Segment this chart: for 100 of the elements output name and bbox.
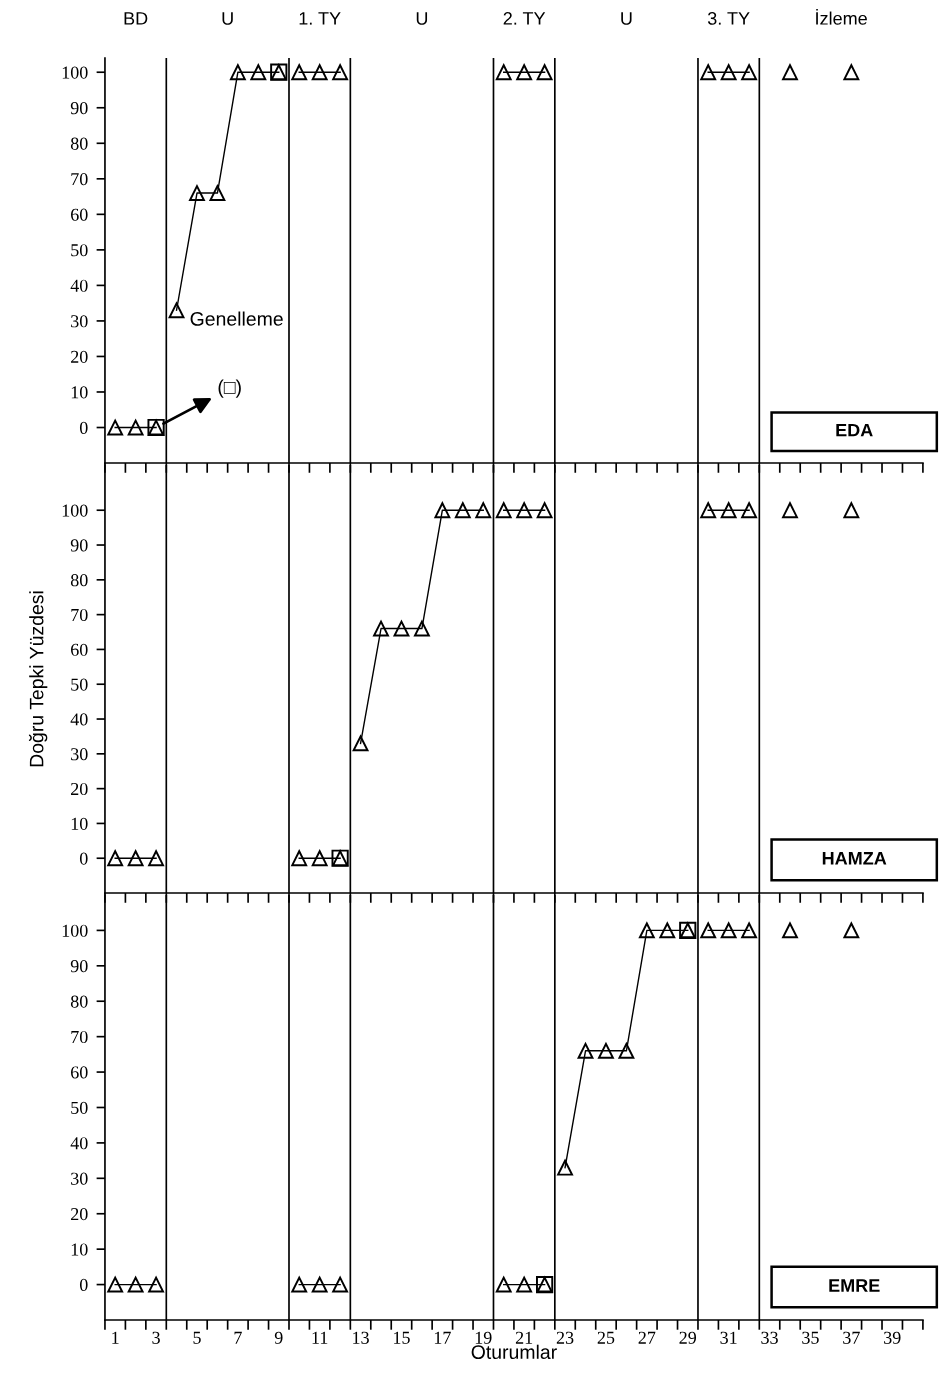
point <box>291 64 308 81</box>
y-tick-label: 10 <box>71 817 88 830</box>
x-tick-label: 3 <box>152 1331 160 1344</box>
x-tick-label: 31 <box>720 1331 737 1344</box>
point <box>168 302 185 319</box>
point <box>434 502 451 519</box>
point <box>332 64 349 81</box>
y-tick-label: 30 <box>71 315 88 328</box>
point <box>741 502 758 519</box>
x-tick-label: 37 <box>843 1331 860 1344</box>
point <box>209 185 226 201</box>
point <box>393 620 410 637</box>
point <box>536 64 553 81</box>
y-tick-label: 0 <box>79 852 88 865</box>
y-tick-label: 70 <box>71 1030 88 1044</box>
x-tick-label: 27 <box>638 1331 656 1344</box>
point <box>720 502 737 519</box>
x-axis-title: Oturumlar <box>471 1344 557 1359</box>
text: U <box>222 12 233 25</box>
point <box>516 1276 533 1293</box>
point <box>291 1276 308 1293</box>
y-tick-label: 90 <box>70 102 88 115</box>
x-tick-label: 15 <box>394 1331 410 1344</box>
point <box>536 502 553 519</box>
point <box>577 1042 594 1059</box>
point <box>659 922 676 939</box>
y-tick-label: 70 <box>71 608 88 622</box>
point <box>843 64 860 81</box>
y-tick-label: 50 <box>71 1101 88 1114</box>
y-tick-label: 100 <box>62 66 88 79</box>
y-tick-label: 20 <box>71 782 88 796</box>
point <box>700 64 717 81</box>
point <box>598 1042 614 1059</box>
x-tick-label: 35 <box>802 1331 819 1344</box>
y-tick-label: 50 <box>71 244 88 257</box>
x-tick-label: 7 <box>234 1331 242 1344</box>
text: EMRE <box>829 1279 880 1292</box>
text: HAMZA <box>822 852 887 865</box>
text: U <box>416 12 428 25</box>
text: EDA <box>836 423 873 437</box>
point <box>782 502 798 519</box>
y-tick-label: 20 <box>71 350 88 363</box>
y-tick-label: 0 <box>79 421 88 434</box>
point <box>843 922 860 939</box>
text: 2. TY <box>503 12 546 25</box>
point <box>373 620 389 637</box>
y-tick-label: 60 <box>71 1066 88 1079</box>
y-axis-title: Doğru Tepki Yüzdesi <box>28 591 48 767</box>
text: U <box>621 12 632 25</box>
y-tick-label: 50 <box>71 678 88 691</box>
y-tick-label: 60 <box>71 643 88 656</box>
point <box>843 502 860 519</box>
x-tick-label: 1 <box>112 1331 119 1344</box>
y-tick-label: 10 <box>71 386 88 399</box>
y-tick-label: 20 <box>71 1207 88 1221</box>
point <box>127 1276 144 1293</box>
x-tick-label: 11 <box>312 1331 328 1344</box>
x-tick-label: 33 <box>761 1331 778 1344</box>
point <box>127 850 144 867</box>
x-tick-label: 17 <box>434 1331 451 1344</box>
y-tick-label: 80 <box>70 137 88 150</box>
point <box>741 64 758 81</box>
x-tick-label: 25 <box>597 1331 615 1344</box>
x-tick-label: 5 <box>193 1331 201 1344</box>
y-tick-label: 80 <box>70 995 88 1008</box>
y-tick-label: 30 <box>71 748 88 761</box>
point <box>638 922 655 939</box>
text: 1. TY <box>299 12 341 25</box>
point <box>495 502 512 519</box>
x-tick-label: 9 <box>274 1331 283 1344</box>
y-tick-label: 40 <box>70 279 88 292</box>
y-tick-label: 40 <box>70 1137 88 1150</box>
point <box>291 850 308 867</box>
y-tick-label: 90 <box>70 960 88 973</box>
text: İzleme <box>816 9 867 25</box>
x-tick-label: 19 <box>475 1331 492 1344</box>
point <box>352 735 369 752</box>
x-tick-label: 23 <box>556 1331 574 1344</box>
x-tick-label: 13 <box>353 1331 369 1344</box>
y-tick-label: 90 <box>70 539 88 552</box>
annotation: (□) <box>218 379 241 398</box>
point <box>107 1276 124 1293</box>
y-tick-label: 10 <box>71 1243 88 1256</box>
point <box>107 419 124 436</box>
point <box>332 1276 349 1293</box>
y-tick-label: 40 <box>70 713 88 726</box>
point <box>516 64 533 81</box>
point <box>148 1276 164 1293</box>
text: 3. TY <box>707 12 750 25</box>
text: BD <box>124 12 148 25</box>
point <box>311 1276 328 1293</box>
point <box>189 185 205 201</box>
y-tick-label: 30 <box>71 1172 88 1185</box>
annotation: Genelleme <box>190 311 283 326</box>
point <box>557 1159 573 1176</box>
x-tick-label: 21 <box>515 1331 533 1344</box>
point <box>782 64 798 81</box>
point <box>720 922 737 939</box>
point <box>454 502 471 519</box>
point <box>148 850 164 867</box>
